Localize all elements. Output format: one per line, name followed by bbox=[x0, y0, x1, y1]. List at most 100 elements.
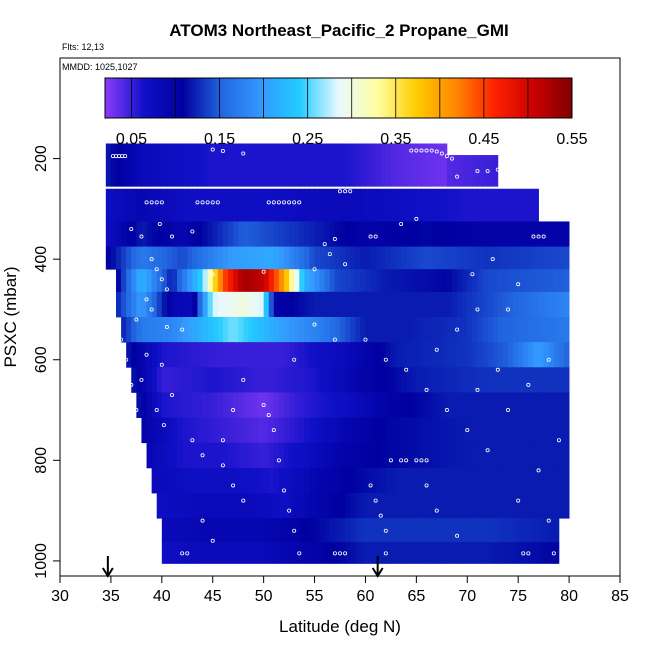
heatmap-cell bbox=[390, 246, 397, 270]
heatmap-cell bbox=[508, 467, 514, 494]
heatmap-cell bbox=[334, 467, 341, 494]
heatmap-cell bbox=[385, 269, 392, 293]
heatmap-cell bbox=[294, 246, 300, 270]
heatmap-cell bbox=[553, 221, 560, 247]
heatmap-cell bbox=[156, 221, 163, 247]
heatmap-cell bbox=[497, 367, 504, 393]
heatmap-cell bbox=[548, 493, 555, 519]
heatmap-cell bbox=[304, 542, 310, 564]
heatmap-cell bbox=[502, 269, 509, 293]
heatmap-cell bbox=[390, 317, 397, 343]
heatmap-cell bbox=[385, 442, 392, 469]
heatmap-cell bbox=[233, 143, 239, 187]
heatmap-cell bbox=[228, 188, 234, 222]
x-tick-label: 75 bbox=[509, 588, 527, 605]
heatmap-cell bbox=[182, 291, 188, 318]
heatmap-cell bbox=[446, 221, 453, 247]
heatmap-cell bbox=[355, 392, 361, 418]
sample-point bbox=[424, 483, 429, 488]
heatmap-cell bbox=[299, 493, 305, 519]
heatmap-cell bbox=[172, 246, 178, 270]
heatmap-cell bbox=[304, 417, 310, 444]
heatmap-cell bbox=[513, 493, 519, 519]
heatmap-cell bbox=[421, 417, 427, 444]
heatmap-cell bbox=[131, 291, 137, 318]
heatmap-cell bbox=[431, 317, 438, 343]
heatmap-cell bbox=[177, 188, 183, 222]
sample-point bbox=[215, 200, 220, 205]
sample-point bbox=[434, 149, 439, 154]
heatmap-cell bbox=[284, 246, 290, 270]
heatmap-cell bbox=[436, 342, 443, 368]
heatmap-cell bbox=[396, 269, 402, 293]
sample-point bbox=[154, 267, 159, 272]
heatmap-cell bbox=[278, 493, 285, 519]
heatmap-cell bbox=[207, 417, 214, 444]
heatmap-cell bbox=[508, 417, 514, 444]
heatmap-cell bbox=[243, 518, 249, 543]
sample-point bbox=[129, 226, 134, 231]
heatmap-cell bbox=[233, 221, 239, 247]
sample-point bbox=[220, 463, 225, 468]
heatmap-cell bbox=[263, 188, 270, 222]
heatmap-cell bbox=[406, 221, 412, 247]
heatmap-cell bbox=[502, 442, 509, 469]
heatmap-cell bbox=[548, 221, 555, 247]
heatmap-cell bbox=[345, 188, 351, 222]
heatmap-cell bbox=[228, 417, 234, 444]
heatmap-cell bbox=[156, 442, 163, 469]
heatmap-cell bbox=[564, 269, 570, 293]
heatmap-cell bbox=[406, 188, 412, 222]
heatmap-cell bbox=[136, 317, 142, 343]
heatmap-cell bbox=[457, 392, 463, 418]
heatmap-cell bbox=[452, 291, 458, 318]
heatmap-cell bbox=[518, 246, 524, 270]
heatmap-cell bbox=[467, 291, 473, 318]
sample-point bbox=[332, 551, 337, 556]
heatmap-cell bbox=[116, 291, 122, 318]
heatmap-cell bbox=[126, 269, 132, 293]
heatmap-cell bbox=[467, 518, 473, 543]
heatmap-cell bbox=[426, 317, 433, 343]
heatmap-cell bbox=[324, 221, 331, 247]
sample-point bbox=[399, 458, 404, 463]
heatmap-cell bbox=[314, 417, 321, 444]
y-tick-label: 600 bbox=[33, 346, 50, 373]
heatmap-cell bbox=[452, 417, 458, 444]
heatmap-cell bbox=[222, 269, 229, 293]
heatmap-cell bbox=[212, 342, 219, 368]
heatmap-cell bbox=[380, 317, 387, 343]
heatmap-cell bbox=[518, 442, 524, 469]
heatmap-cell bbox=[141, 367, 147, 393]
heatmap-cell bbox=[452, 246, 458, 270]
heatmap-cell bbox=[192, 317, 198, 343]
heatmap-cell bbox=[477, 493, 483, 519]
heatmap-cell bbox=[309, 367, 315, 393]
x-axis: 30 35 40 45 50 55 60 65 70 75 80 85 bbox=[51, 576, 629, 605]
heatmap-cell bbox=[497, 442, 504, 469]
y-axis-label: PSXC (mbar) bbox=[1, 266, 20, 367]
heatmap-cell bbox=[340, 518, 346, 543]
sample-point bbox=[322, 242, 327, 247]
heatmap-cell bbox=[375, 342, 382, 368]
heatmap-cell bbox=[278, 367, 285, 393]
heatmap-cell bbox=[324, 518, 331, 543]
heatmap-cell bbox=[278, 269, 285, 293]
heatmap-cell bbox=[212, 317, 219, 343]
heatmap-cell bbox=[166, 291, 173, 318]
heatmap-cell bbox=[411, 246, 417, 270]
heatmap-cell bbox=[151, 269, 158, 293]
heatmap-cell bbox=[477, 518, 483, 543]
heatmap-cell bbox=[462, 317, 468, 343]
heatmap-cell bbox=[492, 392, 499, 418]
heatmap-cell bbox=[187, 467, 193, 494]
heatmap-cell bbox=[340, 291, 346, 318]
heatmap-cell bbox=[492, 221, 499, 247]
heatmap-cell bbox=[513, 392, 519, 418]
heatmap-cell bbox=[161, 188, 168, 222]
heatmap-cell bbox=[156, 392, 163, 418]
heatmap-cell bbox=[207, 317, 214, 343]
heatmap-cell bbox=[136, 221, 142, 247]
sample-point bbox=[164, 325, 169, 330]
